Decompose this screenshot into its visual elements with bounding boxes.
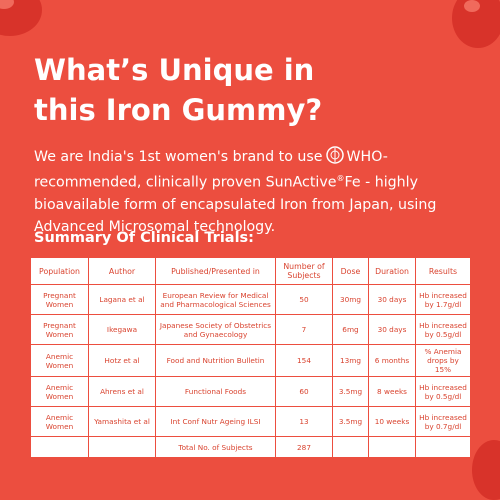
column-header: Author <box>88 257 156 285</box>
table-cell: Yamashita et al <box>88 406 156 437</box>
table-cell: Pregnant Women <box>30 284 89 315</box>
table-cell: 50 <box>275 284 333 315</box>
table-cell: 154 <box>275 344 333 377</box>
intro-text: Fe - highly bioavailable form of encapsu… <box>34 174 437 235</box>
table-cell: Hb increased by 0.5g/dl <box>415 376 471 407</box>
table-cell: Hotz et al <box>88 344 156 377</box>
table-cell: Ikegawa <box>88 314 156 345</box>
strawberry <box>0 0 42 36</box>
table-cell: 13mg <box>332 344 369 377</box>
table-cell: Anemic Women <box>30 406 89 437</box>
table-cell: 3.5mg <box>332 406 369 437</box>
table-row: Pregnant Women Ikegawa Japanese Society of… <box>30 314 471 345</box>
total-label: Total No. of Subjects <box>155 436 276 458</box>
table-cell: 7 <box>275 314 333 345</box>
table-cell: 8 weeks <box>368 376 416 407</box>
table-cell: Functional Foods <box>155 376 276 407</box>
empty-cell <box>88 436 156 458</box>
table-cell: Hb increased by 0.5g/dl <box>415 314 471 345</box>
table-cell: 30 days <box>368 314 416 345</box>
table-cell: Ahrens et al <box>88 376 156 407</box>
table-cell: Hb increased by 0.7g/dl <box>415 406 471 437</box>
table-cell: Hb increased by 1.7g/dl <box>415 284 471 315</box>
who-logo <box>325 146 344 164</box>
table-cell: Japanese Society of Obstetrics and Gynae… <box>155 314 276 345</box>
table-row: Anemic Women Ahrens et al Functional Foods… <box>30 376 471 407</box>
table-row: Pregnant Women Lagana et al European Revie… <box>30 284 471 315</box>
trials-table: Population Author Published/Presented in Nu… <box>30 257 471 458</box>
column-header: Population <box>30 257 89 285</box>
column-header: Dose <box>332 257 369 285</box>
table-cell: 30mg <box>332 284 369 315</box>
column-header: Published/Presented in <box>155 257 276 285</box>
table-cell: 3.5mg <box>332 376 369 407</box>
table-cell: 60 <box>275 376 333 407</box>
total-value: 287 <box>275 436 333 458</box>
table-cell: 13 <box>275 406 333 437</box>
title: What’s Unique in this Iron Gummy? <box>34 53 323 127</box>
table-cell: 6 months <box>368 344 416 377</box>
strawberry <box>472 440 500 500</box>
intro: We are India's 1st women's brand to use W… <box>34 146 479 238</box>
intro-text: We are India's 1st women's brand to use <box>34 149 323 165</box>
empty-cell <box>368 436 416 458</box>
table-cell: % Anemia drops by 15% <box>415 344 471 377</box>
intro-text: WHO-recommended, clinically proven SunAc… <box>34 149 388 191</box>
table-cell: 10 weeks <box>368 406 416 437</box>
subtitle: Summary Of Clinical Trials: <box>34 230 254 246</box>
registered-mark: ® <box>336 174 345 183</box>
table-cell: Lagana et al <box>88 284 156 315</box>
table-cell: 30 days <box>368 284 416 315</box>
total-row: Total No. of Subjects 287 <box>30 436 471 458</box>
table-cell: European Review for Medical and Pharmaco… <box>155 284 276 315</box>
column-header: Duration <box>368 257 416 285</box>
strawberry <box>452 0 500 48</box>
column-header: Results <box>415 257 471 285</box>
table-cell: Food and Nutrition Bulletin <box>155 344 276 377</box>
empty-cell <box>30 436 89 458</box>
empty-cell <box>415 436 471 458</box>
table-cell: Int Conf Nutr Ageing ILSI <box>155 406 276 437</box>
table-row: Anemic Women Yamashita et al Int Conf Nutr… <box>30 406 471 437</box>
table-cell: Anemic Women <box>30 376 89 407</box>
table-row: Anemic Women Hotz et al Food and Nutrition… <box>30 344 471 377</box>
table-cell: Pregnant Women <box>30 314 89 345</box>
table-cell: 6mg <box>332 314 369 345</box>
empty-cell <box>332 436 369 458</box>
column-header: Number of Subjects <box>275 257 333 285</box>
table-cell: Anemic Women <box>30 344 89 377</box>
